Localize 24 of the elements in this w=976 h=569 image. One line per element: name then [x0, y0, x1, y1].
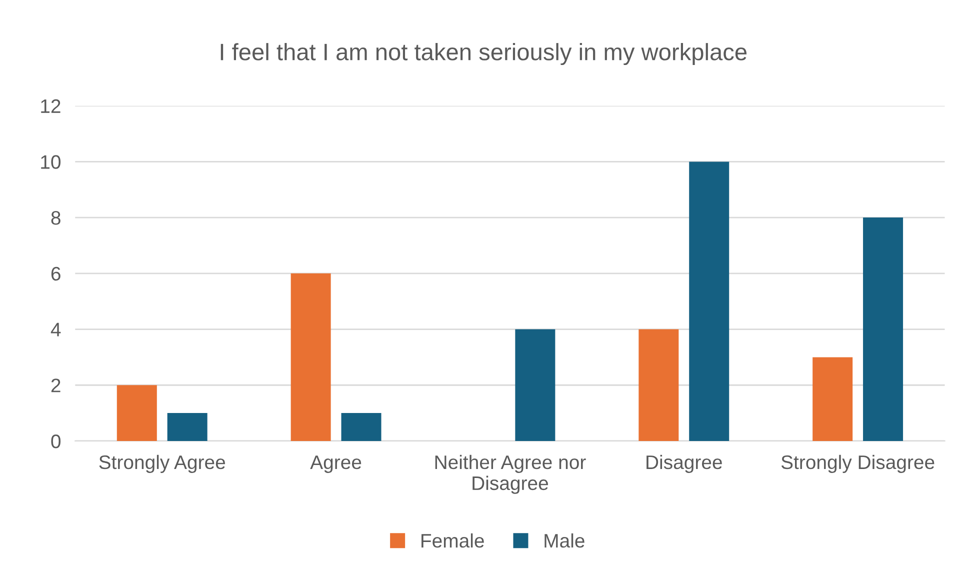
bar — [863, 218, 904, 441]
bar — [116, 385, 157, 441]
bar — [638, 329, 679, 441]
legend-label: Male — [544, 533, 584, 548]
chart-title: I feel that I am not taken seriously in my workplace — [220, 43, 747, 66]
y-tick-label: 4 — [50, 322, 61, 336]
x-tick-label: Agree — [310, 456, 362, 473]
y-tick-label: 10 — [41, 155, 61, 169]
x-tick-label: Neither Agree nor Disagree — [435, 454, 586, 494]
legend-label: Female — [422, 533, 484, 548]
bar — [689, 162, 730, 441]
x-tick-label: Disagree — [646, 454, 722, 473]
bar — [341, 413, 382, 441]
y-tick-label: 2 — [51, 378, 60, 392]
bar — [167, 413, 208, 441]
y-tick-label: 6 — [51, 266, 60, 281]
y-tick-label: 8 — [51, 211, 60, 225]
bar — [515, 329, 556, 441]
bar — [812, 357, 853, 441]
y-tick-label: 0 — [51, 434, 61, 448]
x-tick-label: Strongly Agree — [99, 454, 226, 473]
y-tick-label: 12 — [41, 99, 60, 113]
bar — [290, 273, 331, 441]
x-tick-label: Strongly Disagree — [781, 454, 934, 473]
